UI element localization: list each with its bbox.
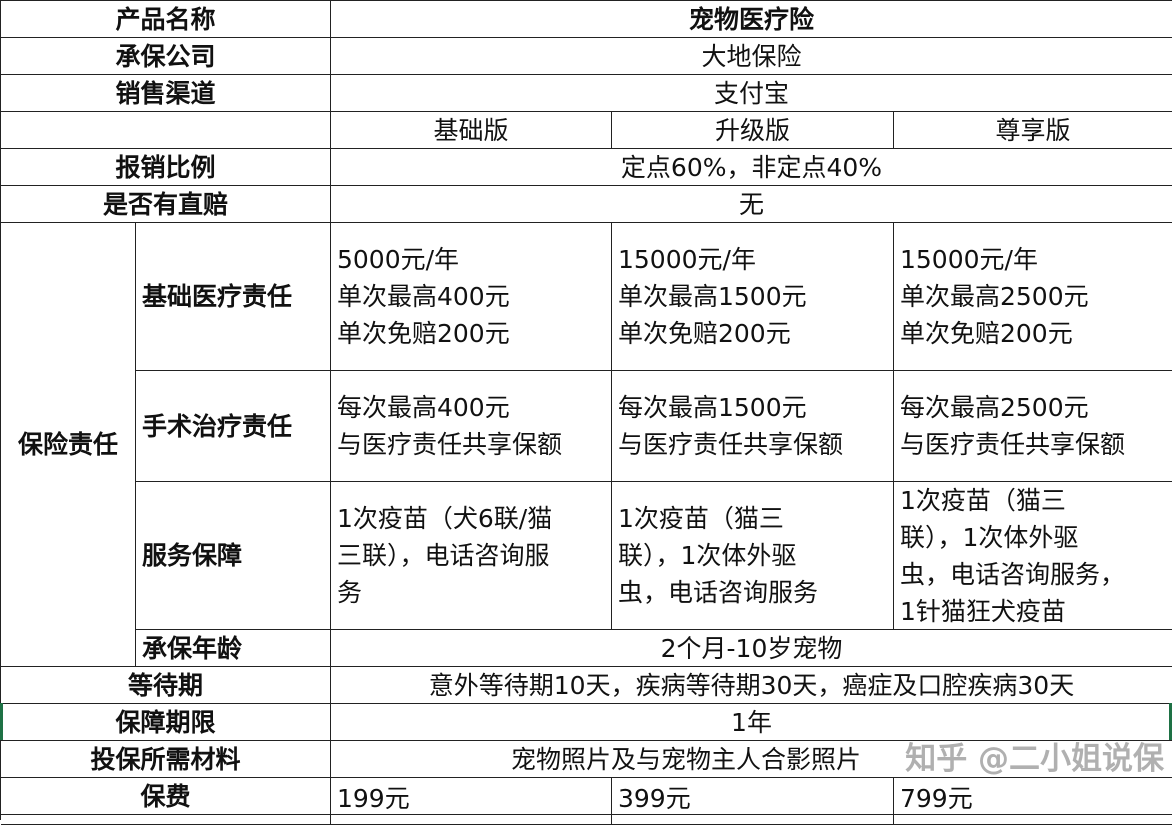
insurer-label: 承保公司 (1, 38, 331, 75)
cell-line: 与医疗责任共享保额 (618, 430, 844, 459)
product-name-value: 宠物医疗险 (331, 1, 1172, 38)
materials-value: 宠物照片及与宠物主人合影照片 (331, 741, 1172, 778)
plan-header-basic: 基础版 (331, 112, 612, 149)
cell-line: 每次最高2500元 (900, 393, 1089, 422)
channel-label: 销售渠道 (1, 75, 331, 112)
cell-line: 每次最高1500元 (618, 393, 807, 422)
term-label: 保障期限 (1, 704, 331, 741)
cell-line: 与医疗责任共享保额 (900, 430, 1126, 459)
empty-cell (331, 815, 612, 825)
cell-line: 单次免赔200元 (900, 319, 1073, 348)
empty-cell (612, 815, 894, 825)
selection-marker-left (0, 703, 3, 740)
age-value: 2个月-10岁宠物 (331, 630, 1172, 667)
plan-header-upgrade: 升级版 (612, 112, 894, 149)
reimbursement-label: 报销比例 (1, 149, 331, 186)
premium-label: 保费 (1, 778, 331, 815)
cell-line: 与医疗责任共享保额 (337, 430, 563, 459)
empty-cell (1, 815, 331, 825)
service-upgrade: 1次疫苗（猫三 联），1次体外驱 虫，电话咨询服务 (612, 482, 894, 630)
basic-medical-premium: 15000元/年 单次最高2500元 单次免赔200元 (894, 223, 1172, 371)
premium-upgrade: 399元 (612, 778, 894, 815)
premium-premium: 799元 (894, 778, 1172, 815)
cell-line: 虫，电话咨询服务， (900, 559, 1126, 589)
insurer-value: 大地保险 (331, 38, 1172, 75)
reimbursement-value: 定点60%，非定点40% (331, 149, 1172, 186)
surgery-basic: 每次最高400元 与医疗责任共享保额 (331, 371, 612, 482)
cell-line: 1次疫苗（猫三 (618, 504, 784, 533)
direct-pay-value: 无 (331, 186, 1172, 223)
basic-medical-upgrade: 15000元/年 单次最高1500元 单次免赔200元 (612, 223, 894, 371)
cell-line: 虫，电话咨询服务 (618, 578, 819, 607)
basic-medical-label: 基础医疗责任 (136, 223, 331, 371)
selection-marker-right (1169, 703, 1172, 740)
cell-line: 15000元/年 (618, 245, 756, 274)
cell-line: 每次最高400元 (337, 393, 510, 422)
surgery-label: 手术治疗责任 (136, 371, 331, 482)
service-label: 服务保障 (136, 482, 331, 630)
channel-value: 支付宝 (331, 75, 1172, 112)
cell-line: 5000元/年 (337, 245, 460, 274)
cell-line: 务 (337, 578, 363, 607)
empty-cell (894, 815, 1172, 825)
surgery-premium: 每次最高2500元 与医疗责任共享保额 (894, 371, 1172, 482)
service-premium: 1次疫苗（猫三 联），1次体外驱 虫，电话咨询服务， 1针猫狂犬疫苗 (894, 482, 1172, 630)
direct-pay-label: 是否有直赔 (1, 186, 331, 223)
waiting-period-value: 意外等待期10天，疾病等待期30天，癌症及口腔疾病30天 (331, 667, 1172, 704)
waiting-period-label: 等待期 (1, 667, 331, 704)
surgery-upgrade: 每次最高1500元 与医疗责任共享保额 (612, 371, 894, 482)
cell-line: 1针猫狂犬疫苗 (900, 596, 1066, 626)
premium-basic: 199元 (331, 778, 612, 815)
product-name-label: 产品名称 (1, 1, 331, 38)
term-value: 1年 (331, 704, 1172, 741)
cell-line: 1次疫苗（猫三 (900, 485, 1066, 515)
materials-label: 投保所需材料 (1, 741, 331, 778)
plan-header-empty (1, 112, 331, 149)
basic-medical-basic: 5000元/年 单次最高400元 单次免赔200元 (331, 223, 612, 371)
coverage-label: 保险责任 (1, 223, 136, 667)
cell-line: 1次疫苗（犬6联/猫 (337, 504, 553, 533)
cell-line: 单次最高1500元 (618, 282, 807, 311)
cell-line: 单次最高2500元 (900, 282, 1089, 311)
cell-line: 三联），电话咨询服 (337, 541, 550, 570)
cell-line: 联），1次体外驱 (618, 541, 797, 570)
watermark: 知乎 @二小姐说保 (905, 741, 1164, 777)
service-basic: 1次疫苗（犬6联/猫 三联），电话咨询服 务 (331, 482, 612, 630)
cell-line: 联），1次体外驱 (900, 522, 1079, 552)
cell-line: 单次免赔200元 (337, 319, 510, 348)
cell-line: 单次最高400元 (337, 282, 510, 311)
cell-line: 15000元/年 (900, 245, 1038, 274)
cell-line: 单次免赔200元 (618, 319, 791, 348)
age-label: 承保年龄 (136, 630, 331, 667)
plan-header-premium: 尊享版 (894, 112, 1172, 149)
